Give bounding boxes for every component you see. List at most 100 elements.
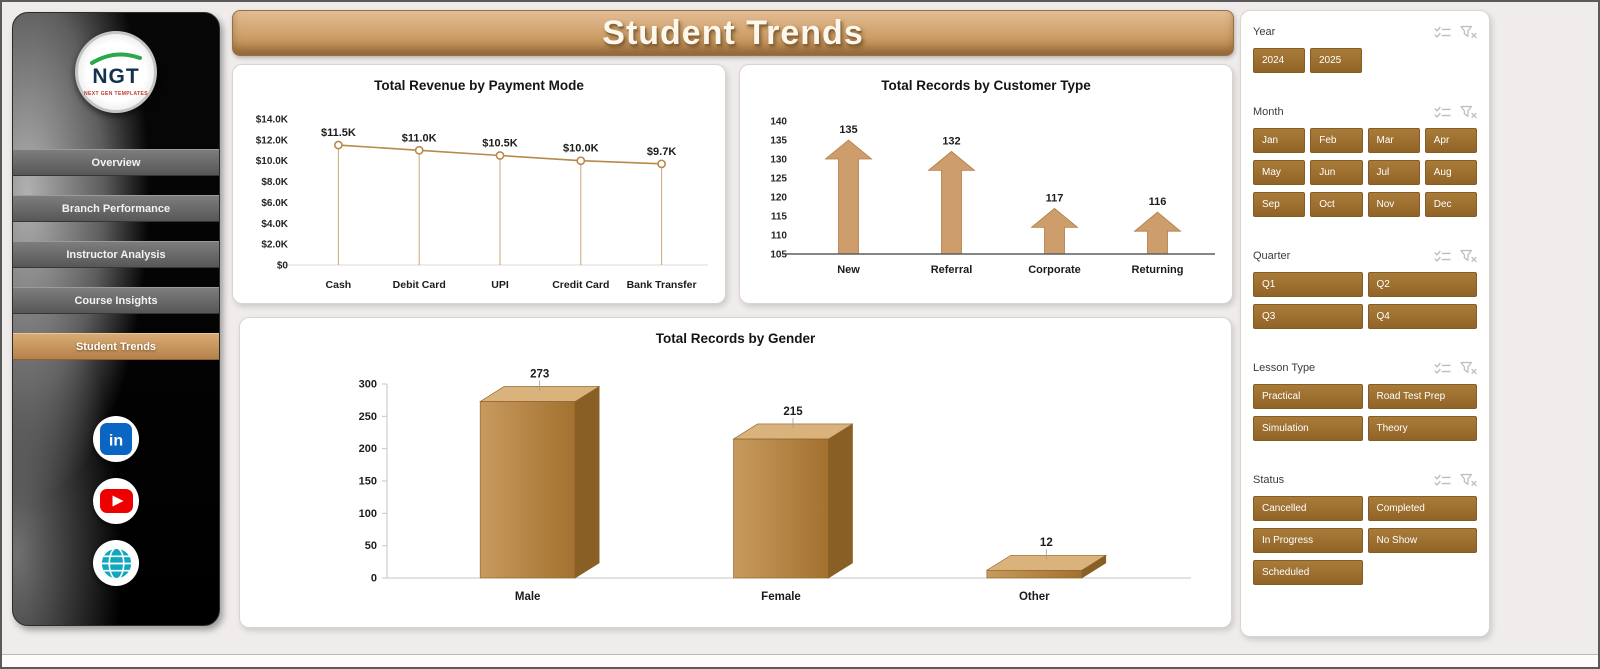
youtube-icon[interactable] — [93, 478, 139, 524]
logo-subtitle: NEXT GEN TEMPLATES — [83, 90, 149, 97]
slicer-header: Month — [1253, 105, 1477, 119]
slicer-status: Status Cancelled Completed In Progress No Sh… — [1253, 473, 1477, 585]
slicer-option-dec[interactable]: Dec — [1424, 192, 1477, 217]
slicer-option-sep[interactable]: Sep — [1253, 192, 1306, 217]
sidebar-item-instructor-analysis[interactable]: Instructor Analysis — [13, 241, 219, 268]
svg-text:0: 0 — [370, 573, 376, 585]
linkedin-icon[interactable]: in — [93, 416, 139, 462]
multiselect-icon[interactable] — [1434, 250, 1451, 263]
svg-text:$11.5K: $11.5K — [321, 127, 356, 139]
svg-text:$2.0K: $2.0K — [261, 240, 288, 251]
svg-text:New: New — [837, 264, 860, 276]
slicer-title-quarter: Quarter — [1253, 250, 1291, 262]
svg-text:110: 110 — [771, 231, 788, 242]
multiselect-icon[interactable] — [1434, 26, 1451, 39]
slicer-option-jul[interactable]: Jul — [1367, 160, 1420, 185]
slicer-option-apr[interactable]: Apr — [1424, 128, 1477, 153]
slicer-option-q1[interactable]: Q1 — [1253, 272, 1363, 297]
multiselect-icon[interactable] — [1434, 474, 1451, 487]
clear-filter-icon[interactable] — [1460, 25, 1477, 39]
slicer-header: Quarter — [1253, 249, 1477, 263]
svg-text:$0: $0 — [277, 261, 289, 272]
chart-title-revenue: Total Revenue by Payment Mode — [374, 78, 584, 93]
slicer-tools — [1434, 473, 1477, 487]
svg-text:300: 300 — [358, 379, 376, 391]
slicer-option-simulation[interactable]: Simulation — [1253, 416, 1363, 441]
slicer-header: Status — [1253, 473, 1477, 487]
slicer-option-q2[interactable]: Q2 — [1367, 272, 1477, 297]
slicer-option-in-progress[interactable]: In Progress — [1253, 528, 1363, 553]
clear-filter-icon[interactable] — [1460, 105, 1477, 119]
svg-text:120: 120 — [770, 193, 787, 204]
svg-text:50: 50 — [364, 540, 376, 552]
slicer-option-scheduled[interactable]: Scheduled — [1253, 560, 1363, 585]
slicer-option-2024[interactable]: 2024 — [1253, 48, 1305, 73]
sidebar-item-course-insights[interactable]: Course Insights — [13, 287, 219, 314]
slicer-tools — [1434, 249, 1477, 263]
slicer-option-may[interactable]: May — [1253, 160, 1306, 185]
revenue-line-chart: $0 $2.0K $4.0K $6.0K $8.0K $10.0K $12.0K $14.0K… — [236, 95, 722, 297]
svg-text:130: 130 — [770, 155, 787, 166]
logo: NGT NEXT GEN TEMPLATES — [75, 31, 157, 113]
slicer-option-q3[interactable]: Q3 — [1253, 304, 1363, 329]
slicer-title-status: Status — [1253, 474, 1285, 486]
svg-text:200: 200 — [358, 443, 376, 455]
slicer-option-feb[interactable]: Feb — [1310, 128, 1363, 153]
svg-text:117: 117 — [1046, 192, 1064, 204]
bottom-strip — [2, 654, 1598, 667]
slicer-title-month: Month — [1253, 106, 1284, 118]
clear-filter-icon[interactable] — [1460, 473, 1477, 487]
svg-text:150: 150 — [358, 476, 376, 488]
svg-text:UPI: UPI — [491, 279, 509, 291]
slicer-header: Year — [1253, 25, 1477, 39]
website-globe-icon[interactable] — [93, 540, 139, 586]
slicer-option-jan[interactable]: Jan — [1253, 128, 1306, 153]
slicer-option-road-test-prep[interactable]: Road Test Prep — [1367, 384, 1477, 409]
svg-text:Referral: Referral — [931, 264, 973, 276]
slicer-month: Month Jan Feb Mar Apr May Jun Jul Aug Sep Oct Nov De… — [1253, 105, 1477, 217]
social-links: in — [13, 416, 219, 586]
slicer-tools — [1434, 25, 1477, 39]
slicer-option-oct[interactable]: Oct — [1310, 192, 1363, 217]
clear-filter-icon[interactable] — [1460, 361, 1477, 375]
clear-filter-icon[interactable] — [1460, 249, 1477, 263]
slicer-option-practical[interactable]: Practical — [1253, 384, 1363, 409]
slicer-option-aug[interactable]: Aug — [1424, 160, 1477, 185]
svg-text:$10.0K: $10.0K — [256, 156, 289, 167]
sidebar: NGT NEXT GEN TEMPLATES Overview Branch Pe… — [12, 12, 220, 626]
slicer-option-q4[interactable]: Q4 — [1367, 304, 1477, 329]
slicer-option-mar[interactable]: Mar — [1367, 128, 1420, 153]
sidebar-item-overview[interactable]: Overview — [13, 149, 219, 176]
svg-text:105: 105 — [770, 250, 787, 261]
slicer-option-2025[interactable]: 2025 — [1310, 48, 1362, 73]
sidebar-item-student-trends[interactable]: Student Trends — [13, 333, 219, 360]
svg-text:273: 273 — [530, 368, 549, 380]
svg-text:Female: Female — [761, 591, 801, 603]
slicer-title-year: Year — [1253, 26, 1276, 38]
svg-text:116: 116 — [1149, 196, 1167, 208]
svg-text:250: 250 — [358, 411, 376, 423]
svg-text:in: in — [109, 433, 123, 450]
customer-type-arrow-chart: 105 110 115 120 125 130 135 140 135 132 117 116 New R… — [743, 95, 1229, 300]
slicer-option-completed[interactable]: Completed — [1367, 496, 1477, 521]
sidebar-item-branch-performance[interactable]: Branch Performance — [13, 195, 219, 222]
slicer-lesson-type: Lesson Type Practical Road Test Prep Simula… — [1253, 361, 1477, 441]
slicer-option-jun[interactable]: Jun — [1310, 160, 1363, 185]
filter-panel: Year 2024 2025 Month Jan Feb Mar Apr May Jun Jul Au… — [1240, 10, 1490, 637]
svg-text:$12.0K: $12.0K — [256, 135, 289, 146]
svg-text:$6.0K: $6.0K — [261, 198, 288, 209]
slicer-option-cancelled[interactable]: Cancelled — [1253, 496, 1363, 521]
multiselect-icon[interactable] — [1434, 362, 1451, 375]
slicer-year: Year 2024 2025 — [1253, 25, 1477, 73]
slicer-option-no-show[interactable]: No Show — [1367, 528, 1477, 553]
svg-text:Cash: Cash — [326, 279, 352, 291]
logo-swoosh-icon — [87, 48, 145, 73]
svg-text:$8.0K: $8.0K — [261, 177, 288, 188]
slicer-option-theory[interactable]: Theory — [1367, 416, 1477, 441]
gender-3d-bar-chart: 0 50 100 150 200 250 300 273 215 12 Male Female Othe… — [251, 348, 1221, 616]
slicer-option-nov[interactable]: Nov — [1367, 192, 1420, 217]
multiselect-icon[interactable] — [1434, 106, 1451, 119]
card-revenue-by-payment-mode: Total Revenue by Payment Mode $0 $2.0K $4.… — [232, 64, 726, 304]
svg-text:Returning: Returning — [1132, 264, 1184, 276]
svg-text:132: 132 — [942, 135, 960, 147]
